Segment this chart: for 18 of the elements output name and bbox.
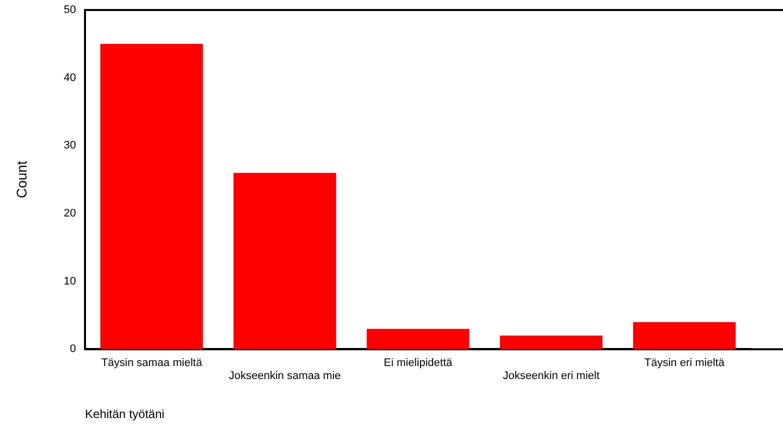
x-tick-label: Jokseenkin samaa mie — [228, 370, 341, 382]
y-tick-label: 30 — [64, 140, 76, 152]
y-tick-label: 50 — [64, 4, 76, 16]
y-axis-title: Count — [13, 160, 30, 198]
y-tick-label: 40 — [64, 72, 76, 84]
bar — [234, 172, 336, 350]
x-tick-label: Täysin eri mieltä — [644, 356, 726, 369]
bar — [633, 322, 736, 350]
bar — [100, 44, 203, 350]
y-tick-label: 20 — [64, 208, 76, 220]
y-tick-label: 0 — [70, 343, 76, 356]
y-tick-label: 10 — [64, 275, 76, 288]
x-tick-label: Jokseenkin eri mielt — [502, 370, 600, 382]
x-tick-label: Täysin samaa mieltä — [101, 356, 203, 369]
x-axis-title: Kehitän työtäni — [85, 407, 164, 422]
bar — [500, 336, 602, 350]
x-tick-label: Ei mielipidettä — [384, 356, 454, 369]
bar — [366, 328, 470, 350]
